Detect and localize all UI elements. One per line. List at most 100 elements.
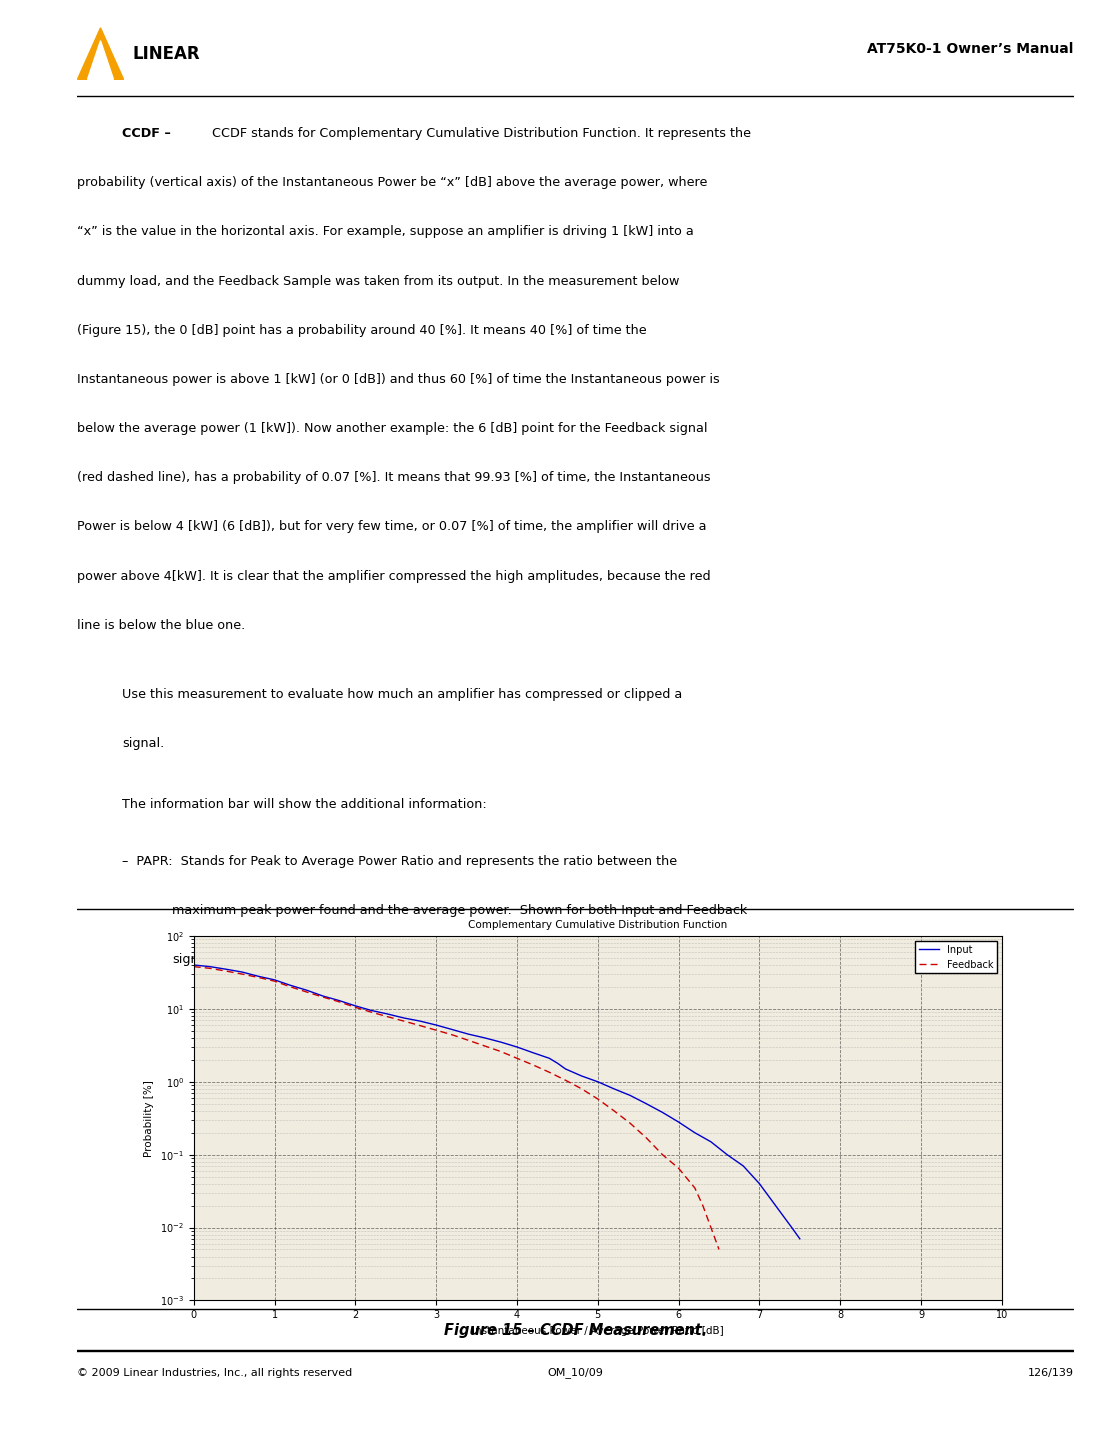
Input <box>284 977 298 995</box>
Input <box>236 963 249 980</box>
Input <box>204 957 217 975</box>
Input <box>300 982 313 999</box>
Feedback <box>696 1198 710 1215</box>
Input <box>332 992 345 1009</box>
Text: (Figure 15), the 0 [dB] point has a probability around 40 [%]. It means 40 [%] o: (Figure 15), the 0 [dB] point has a prob… <box>77 324 648 337</box>
Input <box>430 1016 443 1033</box>
Input <box>785 1219 798 1236</box>
Polygon shape <box>87 41 113 80</box>
Text: “x” is the value in the horizontal axis. For example, suppose an amplifier is dr: “x” is the value in the horizontal axis.… <box>77 226 694 239</box>
Feedback <box>332 993 345 1010</box>
Input <box>219 960 232 977</box>
Input <box>721 1146 734 1163</box>
Input <box>317 987 330 1005</box>
Feedback <box>704 1219 717 1236</box>
Input <box>575 1067 588 1085</box>
Text: CCDF –: CCDF – <box>122 127 176 140</box>
Line: Input: Input <box>194 965 799 1239</box>
Input <box>689 1125 702 1142</box>
Feedback <box>300 983 313 1000</box>
Feedback <box>575 1080 588 1097</box>
Text: LINEAR: LINEAR <box>132 44 199 63</box>
Text: power above 4[kW]. It is clear that the amplifier compressed the high amplitudes: power above 4[kW]. It is clear that the … <box>77 570 711 583</box>
Text: (red dashed line), has a probability of 0.07 [%]. It means that 99.93 [%] of tim: (red dashed line), has a probability of … <box>77 472 711 484</box>
Feedback <box>236 966 249 983</box>
Feedback <box>608 1102 621 1119</box>
Feedback <box>446 1026 459 1043</box>
Feedback <box>478 1037 492 1055</box>
Feedback <box>494 1043 507 1060</box>
Input <box>527 1045 540 1062</box>
Feedback <box>365 1003 379 1020</box>
Legend: Input, Feedback: Input, Feedback <box>915 940 997 973</box>
Input <box>550 1055 563 1072</box>
Input <box>413 1013 426 1030</box>
Feedback <box>462 1032 475 1049</box>
Feedback <box>397 1013 411 1030</box>
Feedback <box>527 1056 540 1073</box>
Input <box>753 1175 766 1192</box>
Text: probability (vertical axis) of the Instantaneous Power be “x” [dB] above the ave: probability (vertical axis) of the Insta… <box>77 176 707 189</box>
Input <box>542 1050 556 1067</box>
Input <box>397 1009 411 1026</box>
Input <box>510 1039 524 1056</box>
Text: Use this measurement to evaluate how much an amplifier has compressed or clipped: Use this measurement to evaluate how muc… <box>122 687 683 700</box>
Feedback <box>510 1050 524 1067</box>
Input <box>187 956 200 973</box>
Feedback <box>317 989 330 1006</box>
Feedback <box>204 960 217 977</box>
Feedback <box>219 963 232 980</box>
Text: The information bar will show the additional information:: The information bar will show the additi… <box>122 797 487 812</box>
Input <box>672 1113 685 1130</box>
Text: OM_10/09: OM_10/09 <box>548 1368 603 1379</box>
Feedback <box>187 957 200 975</box>
Text: maximum peak power found and the average power.  Shown for both Input and Feedba: maximum peak power found and the average… <box>173 905 747 917</box>
Text: 126/139: 126/139 <box>1027 1368 1074 1378</box>
Feedback <box>713 1240 726 1258</box>
Feedback <box>413 1017 426 1035</box>
Text: AT75K0-1 Owner’s Manual: AT75K0-1 Owner’s Manual <box>868 41 1074 56</box>
Text: dummy load, and the Feedback Sample was taken from its output. In the measuremen: dummy load, and the Feedback Sample was … <box>77 274 680 287</box>
Input <box>478 1029 492 1046</box>
Input <box>365 1002 379 1019</box>
Input <box>268 972 281 989</box>
Text: Power is below 4 [kW] (6 [dB]), but for very few time, or 0.07 [%] of time, the : Power is below 4 [kW] (6 [dB]), but for … <box>77 520 707 533</box>
Input <box>623 1087 637 1105</box>
Input <box>446 1020 459 1037</box>
Input <box>559 1060 572 1077</box>
Input <box>769 1198 783 1215</box>
Input <box>462 1026 475 1043</box>
Text: signals.: signals. <box>173 953 221 966</box>
Input <box>655 1103 669 1120</box>
Feedback <box>689 1179 702 1196</box>
Feedback <box>672 1160 685 1177</box>
Title: Complementary Cumulative Distribution Function: Complementary Cumulative Distribution Fu… <box>468 920 727 930</box>
Line: Feedback: Feedback <box>194 966 720 1249</box>
Input <box>494 1033 507 1050</box>
Text: Figure 15 – CCDF Measurement.: Figure 15 – CCDF Measurement. <box>444 1323 707 1338</box>
Input <box>591 1073 604 1090</box>
Feedback <box>251 969 265 986</box>
Text: Instantaneous power is above 1 [kW] (or 0 [dB]) and thus 60 [%] of time the Inst: Instantaneous power is above 1 [kW] (or … <box>77 373 721 386</box>
Input <box>736 1157 749 1175</box>
Text: –  PAPR:  Stands for Peak to Average Power Ratio and represents the ratio betwee: – PAPR: Stands for Peak to Average Power… <box>122 855 677 867</box>
Input <box>381 1006 394 1023</box>
Input <box>704 1133 717 1150</box>
Feedback <box>381 1009 394 1026</box>
Text: below the average power (1 [kW]). Now another example: the 6 [dB] point for the : below the average power (1 [kW]). Now an… <box>77 422 708 434</box>
Input <box>349 997 362 1015</box>
Polygon shape <box>77 27 124 80</box>
Input <box>608 1080 621 1097</box>
Feedback <box>655 1146 669 1163</box>
Feedback <box>430 1022 443 1039</box>
Text: © 2009 Linear Industries, Inc., all rights reserved: © 2009 Linear Industries, Inc., all righ… <box>77 1368 353 1378</box>
Text: signal.: signal. <box>122 737 165 750</box>
Input <box>640 1095 653 1112</box>
Feedback <box>640 1129 653 1146</box>
Feedback <box>591 1090 604 1107</box>
Feedback <box>542 1063 556 1080</box>
Feedback <box>559 1072 572 1089</box>
Feedback <box>623 1115 637 1132</box>
X-axis label: Instantaneous Power / Average Power Ratio [dB]: Instantaneous Power / Average Power Rati… <box>472 1326 724 1336</box>
Text: CCDF stands for Complementary Cumulative Distribution Function. It represents th: CCDF stands for Complementary Cumulative… <box>213 127 751 140</box>
